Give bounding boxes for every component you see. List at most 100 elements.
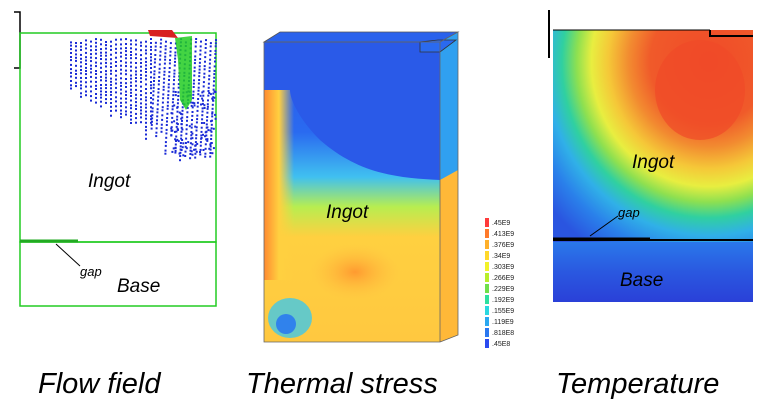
flow-vector-dot (105, 41, 107, 43)
flow-vector-dot (213, 76, 216, 79)
flow-vector-dot (211, 112, 214, 115)
flow-vector-dot (80, 42, 82, 44)
flow-vector-dot (199, 94, 202, 97)
legend-swatch (485, 306, 489, 315)
flow-vector-dot (156, 103, 159, 106)
flow-vector-dot (125, 106, 127, 109)
flow-vector-dot (105, 58, 107, 61)
flow-vector-dot (210, 142, 213, 144)
legend-swatch (485, 218, 489, 227)
flow-vector-dot (145, 64, 147, 67)
flow-vector-dot (130, 111, 132, 114)
flow-vector-dot (208, 92, 211, 94)
flow-vector-dot (209, 145, 212, 148)
flow-vector-dot (155, 122, 158, 125)
flow-vector-dot (164, 55, 167, 58)
flow-vector-dot (158, 63, 161, 66)
flow-vector-dot (150, 59, 152, 62)
flow-vector-dot (172, 94, 175, 97)
flow-vector-dot (120, 109, 122, 112)
flow-vector-dot (120, 97, 122, 100)
flow-vector-dot (130, 74, 132, 77)
flow-vector-dot (179, 159, 181, 162)
flow-vector-dot (191, 101, 194, 104)
flow-vector-dot (115, 74, 117, 77)
flow-vector-dot (197, 98, 200, 100)
flow-vector-dot (140, 77, 142, 80)
flow-vector-dot (145, 49, 147, 52)
flow-vector-dot (110, 102, 112, 104)
flow-vector-dot (173, 104, 176, 107)
flow-vector-dot (188, 125, 191, 128)
flow-vector-dot (100, 48, 102, 51)
flow-vector-dot (204, 143, 207, 146)
flow-vector-dot (110, 62, 112, 65)
flow-vector-dot (85, 47, 87, 50)
flow-vector-dot (110, 80, 112, 83)
flow-vector-dot (172, 83, 175, 86)
flow-vector-dot (208, 66, 211, 69)
flow-vector-dot (201, 97, 204, 100)
flow-vector-dot (130, 57, 132, 60)
flow-vector-dot (130, 51, 132, 53)
flow-vector-dot (170, 134, 173, 137)
flow-vector-dot (151, 110, 154, 113)
flow-vector-dot (174, 151, 177, 154)
flow-vector-dot (130, 88, 132, 91)
flow-vector-dot (206, 105, 209, 108)
flow-vector-dot (115, 105, 117, 108)
flow-vector-dot (154, 54, 157, 56)
flow-vector-dot (140, 112, 142, 115)
legend-label: .34E9 (492, 253, 510, 260)
flow-vector-dot (214, 49, 217, 52)
flow-vector-dot (184, 150, 187, 153)
flow-vector-dot (196, 114, 199, 117)
flow-vector-dot (214, 117, 217, 120)
flow-vector-dot (190, 123, 193, 126)
flow-vector-dot (145, 117, 147, 120)
flow-vector-dot (130, 81, 132, 84)
legend-swatch (485, 328, 489, 337)
flow-vector-dot (193, 62, 196, 65)
flow-gap-leader (55, 243, 81, 267)
flow-vector-dot (105, 101, 107, 104)
flow-vector-dot (166, 107, 169, 110)
flow-vector-dot (212, 88, 215, 91)
flow-vector-dot (115, 64, 117, 67)
flow-vector-dot (173, 69, 176, 72)
flow-vector-dot (154, 45, 157, 48)
flow-vector-dot (130, 122, 132, 124)
flow-vector-dot (207, 129, 210, 132)
flow-vector-dot (80, 65, 82, 68)
flow-vector-dot (75, 53, 77, 56)
flow-vector-dot (100, 75, 102, 78)
flow-vector-dot (105, 73, 107, 76)
flow-vector-dot (135, 43, 137, 46)
flow-vector-dot (115, 86, 117, 89)
flow-vector-dot (206, 107, 209, 110)
flow-vector-dot (213, 69, 216, 72)
flow-vector-dot (185, 128, 188, 131)
flow-vector-dot (189, 149, 192, 152)
flow-vector-dot (176, 102, 179, 105)
flow-vector-dot (168, 75, 171, 78)
flow-vector-dot (90, 40, 92, 43)
flow-vector-dot (208, 70, 211, 73)
flow-vector-dot (125, 78, 127, 80)
flow-vector-dot (159, 58, 162, 61)
flow-vector-dot (198, 65, 201, 68)
flow-vector-dot (160, 123, 163, 126)
flow-vector-dot (140, 54, 142, 57)
flow-vector-dot (199, 58, 202, 60)
flow-vector-dot (201, 91, 204, 94)
flow-vector-dot (180, 112, 182, 115)
flow-vector-dot (181, 139, 184, 141)
flow-vector-dot (212, 127, 215, 130)
flow-vector-dot (95, 45, 97, 48)
flow-vector-dot (162, 97, 165, 100)
flow-vector-dot (193, 70, 196, 73)
legend-label: .119E9 (492, 319, 514, 326)
flow-vector-dot (210, 123, 213, 126)
flow-vector-dot (167, 97, 170, 100)
flow-vector-dot (193, 102, 196, 105)
